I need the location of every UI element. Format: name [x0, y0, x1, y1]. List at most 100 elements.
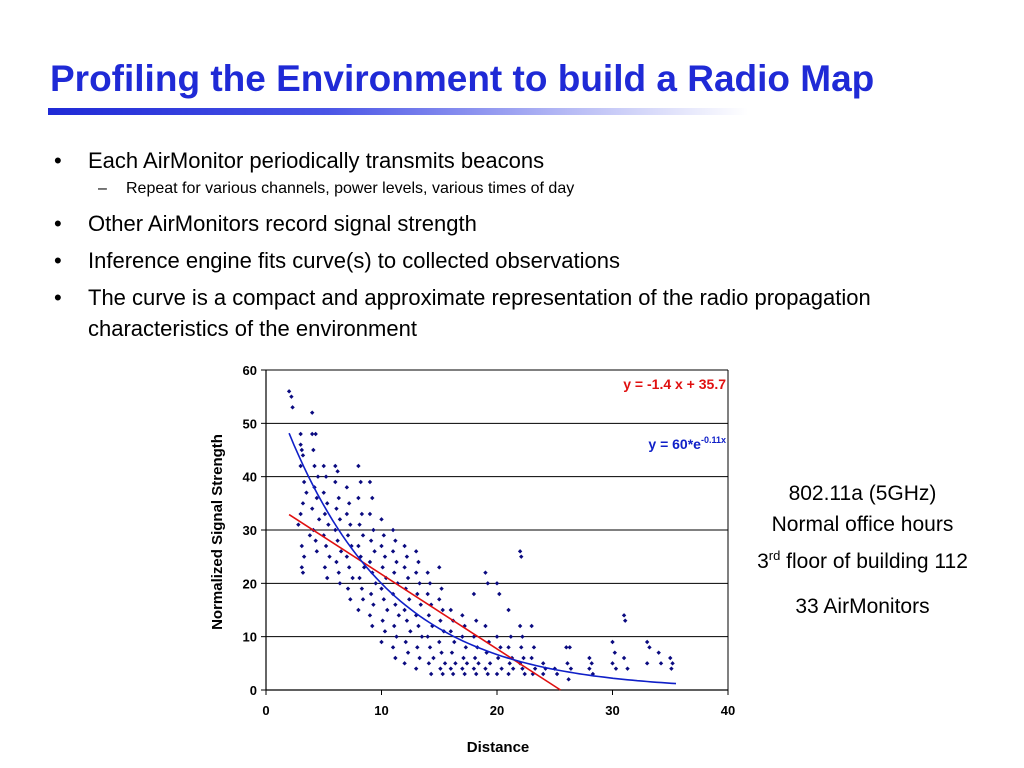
data-point	[344, 511, 350, 517]
data-point	[296, 522, 301, 527]
data-point	[367, 559, 373, 565]
data-point	[299, 565, 305, 570]
data-point	[300, 501, 306, 506]
data-point	[450, 671, 456, 677]
data-point	[476, 661, 481, 666]
data-point	[448, 607, 453, 613]
data-point	[442, 661, 448, 666]
data-point	[485, 581, 490, 586]
data-point	[333, 527, 338, 533]
bullet-item: • Inference engine fits curve(s) to coll…	[48, 245, 948, 276]
data-point	[647, 645, 652, 650]
data-point	[589, 661, 594, 666]
data-point	[417, 581, 422, 586]
data-point	[323, 474, 329, 479]
data-point	[541, 671, 546, 677]
data-point	[567, 645, 572, 650]
data-point	[307, 533, 313, 538]
info-floor: 3rd floor of building 112	[730, 540, 995, 577]
data-point	[610, 639, 615, 645]
data-point	[474, 671, 479, 677]
data-point	[299, 447, 305, 453]
data-point	[393, 655, 398, 661]
data-point	[405, 650, 411, 655]
data-point	[460, 613, 465, 618]
data-point	[314, 495, 320, 501]
data-point	[508, 634, 514, 639]
data-point	[370, 495, 375, 501]
data-point	[440, 671, 445, 677]
data-point	[315, 474, 321, 479]
data-point	[301, 554, 307, 559]
data-point	[461, 655, 466, 661]
data-point	[298, 463, 303, 469]
data-point	[485, 671, 490, 677]
data-point	[522, 671, 527, 677]
data-point	[301, 479, 307, 485]
data-point	[621, 655, 627, 661]
data-point	[462, 671, 467, 677]
data-point	[298, 511, 303, 517]
data-point	[379, 639, 384, 645]
data-point	[670, 661, 675, 666]
linear-fit-label: y = -1.4 x + 35.7	[623, 376, 726, 392]
data-point	[371, 602, 376, 607]
data-point	[336, 495, 341, 501]
data-point	[623, 618, 628, 623]
data-point	[379, 517, 384, 522]
data-point	[438, 618, 443, 623]
data-point	[368, 591, 374, 597]
exponential-fit-curve	[288, 432, 677, 685]
data-point	[310, 506, 315, 511]
y-tick-label: 60	[243, 363, 257, 378]
data-point	[430, 623, 435, 629]
sub-bullet-item: – Repeat for various channels, power lev…	[48, 178, 948, 200]
data-point	[356, 463, 361, 469]
data-point	[483, 623, 488, 629]
data-point	[519, 554, 524, 559]
data-point	[314, 549, 320, 554]
data-point	[311, 447, 316, 453]
y-tick-label: 50	[243, 416, 257, 431]
data-point	[360, 597, 366, 602]
data-point	[367, 613, 373, 618]
sub-bullet-symbol: –	[98, 180, 107, 197]
exp-fit-label: y = 60*e-0.11x	[648, 435, 726, 452]
y-tick-label: 20	[243, 576, 257, 591]
data-point	[313, 431, 318, 437]
data-point	[322, 511, 328, 517]
data-point	[587, 666, 592, 671]
data-point	[612, 650, 618, 655]
data-point	[333, 479, 338, 485]
bullet-text: Inference engine fits curve(s) to collec…	[88, 248, 620, 273]
bullet-text: Other AirMonitors record signal strength	[88, 211, 477, 236]
data-point	[498, 645, 503, 650]
title-underline	[48, 108, 748, 115]
data-point	[393, 538, 398, 543]
sub-bullet-text: Repeat for various channels, power level…	[126, 180, 575, 197]
data-point	[310, 410, 315, 415]
info-floor-suffix: rd	[768, 548, 781, 563]
data-point	[367, 479, 373, 485]
data-point	[437, 597, 442, 602]
bullet-item: • The curve is a compact and approximate…	[48, 282, 888, 344]
data-point	[381, 597, 387, 602]
data-point	[381, 533, 387, 538]
bullet-symbol: •	[54, 148, 62, 173]
data-point	[368, 538, 374, 543]
data-point	[529, 655, 534, 661]
data-point	[425, 591, 430, 597]
data-point	[460, 634, 465, 639]
y-tick-label: 0	[250, 683, 257, 698]
data-point	[453, 661, 458, 666]
data-point	[494, 581, 500, 586]
slide-title: Profiling the Environment to build a Rad…	[50, 58, 875, 99]
data-point	[325, 501, 330, 506]
data-point	[337, 581, 343, 586]
y-axis-label: Normalized Signal Strength	[209, 434, 226, 630]
data-point	[382, 554, 388, 559]
data-point	[426, 661, 432, 666]
data-point	[326, 522, 331, 527]
data-point	[510, 666, 516, 671]
axes: 0 10 20 30 40 50 60 0 10 20 30 40	[243, 363, 736, 718]
